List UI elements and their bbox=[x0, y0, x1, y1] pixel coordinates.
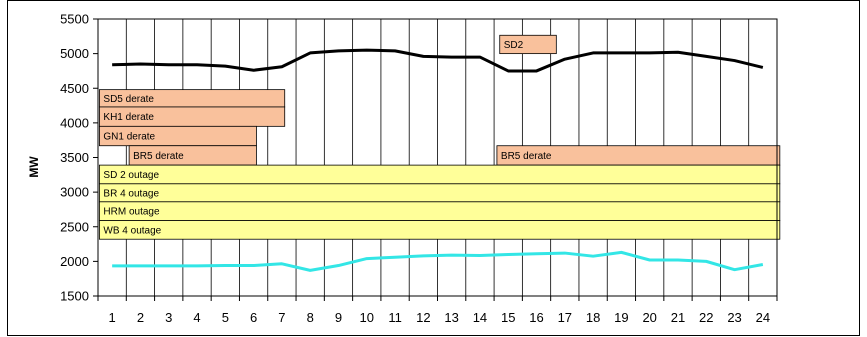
y-tick-label: 5500 bbox=[60, 12, 89, 27]
outage-bars: SD2 SD5 derate KH1 derate GN1 derate BR5 der… bbox=[99, 34, 781, 240]
x-tick-label: 2 bbox=[137, 310, 144, 325]
x-tick-label: 14 bbox=[473, 310, 487, 325]
x-tick-label: 19 bbox=[614, 310, 628, 325]
outage-bar bbox=[499, 34, 557, 55]
outage-bar-label: BR5 derate bbox=[133, 151, 184, 162]
x-tick-label: 9 bbox=[335, 310, 342, 325]
chart-frame bbox=[7, 0, 860, 336]
y-tick-label: 3000 bbox=[60, 185, 89, 200]
outage-bar-label: KH1 derate bbox=[103, 112, 154, 123]
outage-bar-label: WB 4 outage bbox=[103, 225, 161, 236]
outage-bar-label: SD5 derate bbox=[103, 94, 154, 105]
x-tick-label: 20 bbox=[642, 310, 656, 325]
x-tick-label: 22 bbox=[699, 310, 713, 325]
y-tick-label: 3500 bbox=[60, 150, 89, 165]
x-tick-label: 6 bbox=[250, 310, 257, 325]
outage-bar-label: BR5 derate bbox=[501, 151, 552, 162]
x-tick-label: 8 bbox=[307, 310, 314, 325]
x-tick-label: 15 bbox=[501, 310, 515, 325]
series-lines bbox=[112, 48, 764, 272]
y-tick-label: 4000 bbox=[60, 115, 89, 130]
outage-bar bbox=[99, 164, 781, 185]
x-tick-label: 1 bbox=[109, 310, 116, 325]
y-axis-label: MW bbox=[27, 156, 41, 178]
x-tick-label: 24 bbox=[756, 310, 770, 325]
x-tick-label: 13 bbox=[444, 310, 458, 325]
x-tick-label: 10 bbox=[360, 310, 374, 325]
y-tick-label: 5000 bbox=[60, 46, 89, 61]
x-tick-label: 7 bbox=[278, 310, 285, 325]
x-tick-label: 3 bbox=[165, 310, 172, 325]
x-tick-label: 17 bbox=[558, 310, 572, 325]
x-tick-label: 18 bbox=[586, 310, 600, 325]
outage-bar-label: BR 4 outage bbox=[103, 188, 159, 199]
series-line bbox=[112, 250, 764, 272]
x-tick-label: 21 bbox=[671, 310, 685, 325]
outage-bar bbox=[99, 183, 781, 203]
outage-bar-label: HRM outage bbox=[103, 207, 160, 218]
outage-bar-label: SD 2 outage bbox=[103, 170, 159, 181]
x-tick-label: 12 bbox=[416, 310, 430, 325]
y-tick-label: 1500 bbox=[60, 289, 89, 304]
x-tick-label: 4 bbox=[193, 310, 200, 325]
y-tick-label: 4500 bbox=[60, 81, 89, 96]
x-tick-label: 11 bbox=[388, 310, 402, 325]
outage-bar-label: GN1 derate bbox=[103, 132, 155, 143]
y-tick-label: 2000 bbox=[60, 254, 89, 269]
outage-bar bbox=[99, 220, 781, 240]
outage-bar bbox=[99, 201, 781, 221]
y-tick-label: 2500 bbox=[60, 219, 89, 234]
x-tick-label: 23 bbox=[727, 310, 741, 325]
x-tick-label: 16 bbox=[529, 310, 543, 325]
series-line bbox=[112, 48, 764, 73]
x-tick-label: 5 bbox=[222, 310, 229, 325]
outage-bar-label: SD2 bbox=[504, 40, 524, 51]
